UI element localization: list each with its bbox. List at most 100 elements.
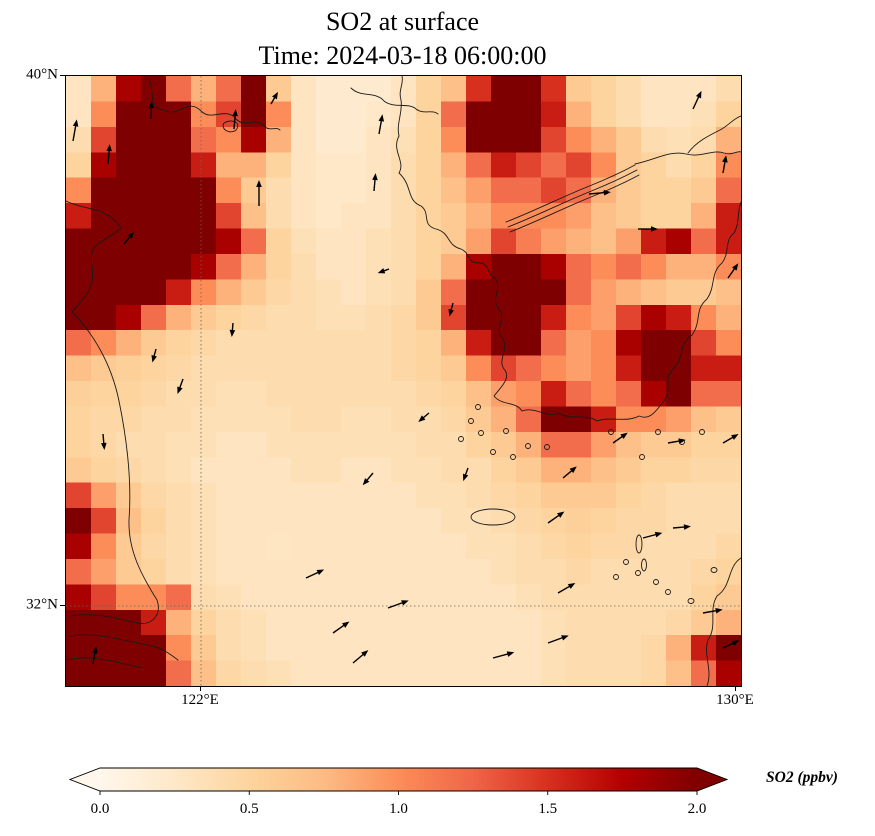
wind-arrow <box>667 438 686 444</box>
colorbar: 0.0 0.5 1.0 1.5 2.0 <box>0 758 875 836</box>
coastline <box>634 151 741 165</box>
island-outline <box>468 418 474 424</box>
wind-arrow <box>462 467 469 482</box>
colorbar-tick-label: 0.0 <box>91 801 110 817</box>
tick-130e <box>735 686 736 691</box>
island-outline <box>503 428 509 434</box>
island-outline <box>635 534 643 554</box>
island-outline <box>699 429 705 435</box>
ytick-40n: 40°N <box>26 66 58 83</box>
coastline <box>66 657 143 669</box>
coastline <box>706 557 741 686</box>
xtick-122e: 122°E <box>181 692 219 708</box>
island-outline <box>525 443 531 449</box>
coastline <box>350 87 439 115</box>
wind-arrow <box>72 119 79 142</box>
wind-arrow <box>151 348 157 363</box>
island-outline <box>478 430 484 436</box>
wind-arrow <box>727 263 739 279</box>
wind-arrow <box>642 531 663 539</box>
wind-arrow <box>232 109 238 130</box>
island-outline <box>710 567 718 573</box>
wind-arrow <box>229 322 236 337</box>
coastline <box>222 120 239 133</box>
coastline <box>505 164 636 223</box>
island-outline <box>470 508 516 526</box>
colorbar-tick-label: 1.0 <box>389 801 408 817</box>
island-outline <box>475 404 481 410</box>
chart-title: SO2 at surface <box>325 7 480 36</box>
wind-arrow <box>547 511 565 524</box>
colorbar-svg: 0.0 0.5 1.0 1.5 2.0 <box>68 767 729 817</box>
wind-arrow <box>352 650 369 664</box>
colorbar-label: SO2 (ppbv) <box>766 769 838 786</box>
coastline <box>71 311 159 624</box>
coastline <box>396 135 741 422</box>
wind-arrow <box>418 412 430 422</box>
island-outline <box>623 559 629 565</box>
wind-arrow <box>106 144 112 165</box>
island-outline <box>635 570 641 576</box>
island-outline <box>687 598 695 604</box>
wind-arrow <box>562 466 577 479</box>
island-outline <box>653 579 659 585</box>
wind-arrow <box>270 91 278 105</box>
wind-arrow <box>100 433 107 450</box>
coastline <box>66 200 122 313</box>
island-outline <box>641 558 647 572</box>
colorbar-tick-label: 1.5 <box>538 801 557 817</box>
chart-subtitle: Time: 2024-03-18 06:00:00 <box>258 41 547 70</box>
tick-32n <box>60 605 65 606</box>
wind-arrow <box>332 621 350 634</box>
wind-arrow <box>702 607 723 614</box>
coastline <box>69 614 138 624</box>
coastline <box>148 78 281 131</box>
coastline <box>397 76 403 137</box>
island-outline <box>613 574 619 580</box>
tick-40n <box>60 75 65 76</box>
wind-arrow <box>722 434 739 444</box>
coastline <box>69 634 179 661</box>
wind-arrow <box>722 640 740 649</box>
island-outline <box>608 429 614 435</box>
wind-arrow <box>692 90 702 110</box>
wind-arrow <box>305 569 325 579</box>
wind-arrow <box>672 524 691 530</box>
wind-arrow <box>547 635 569 644</box>
tick-122e <box>200 686 201 691</box>
xtick-130e: 130°E <box>716 692 754 708</box>
wind-arrow <box>362 472 374 486</box>
colorbar-tick-label: 2.0 <box>688 801 707 817</box>
wind-arrow <box>612 432 628 444</box>
wind-arrow <box>378 114 385 135</box>
island-outline <box>510 454 516 460</box>
map-plot <box>65 75 742 687</box>
wind-arrow <box>387 600 409 609</box>
wind-arrow <box>372 173 378 192</box>
island-outline <box>544 444 550 450</box>
island-outline <box>665 589 671 595</box>
coastline <box>507 169 638 228</box>
island-outline <box>490 449 496 455</box>
wind-arrow <box>92 646 98 665</box>
island-outline <box>655 429 661 435</box>
map-overlay <box>66 76 741 686</box>
colorbar-tick-label: 0.5 <box>240 801 259 817</box>
wind-arrow <box>722 155 728 174</box>
coastline <box>687 115 741 154</box>
wind-arrow <box>492 651 515 659</box>
wind-arrow <box>557 583 576 594</box>
wind-arrow <box>256 180 262 206</box>
island-outline <box>458 436 464 442</box>
wind-arrow <box>148 101 155 120</box>
coastline <box>509 174 640 233</box>
wind-arrow <box>377 268 390 274</box>
wind-arrow <box>588 189 611 196</box>
wind-arrow <box>177 378 184 395</box>
island-outline <box>639 454 645 460</box>
wind-arrow <box>638 226 658 232</box>
wind-arrow <box>123 231 135 245</box>
ytick-32n: 32°N <box>26 596 58 613</box>
wind-arrow <box>448 302 454 317</box>
